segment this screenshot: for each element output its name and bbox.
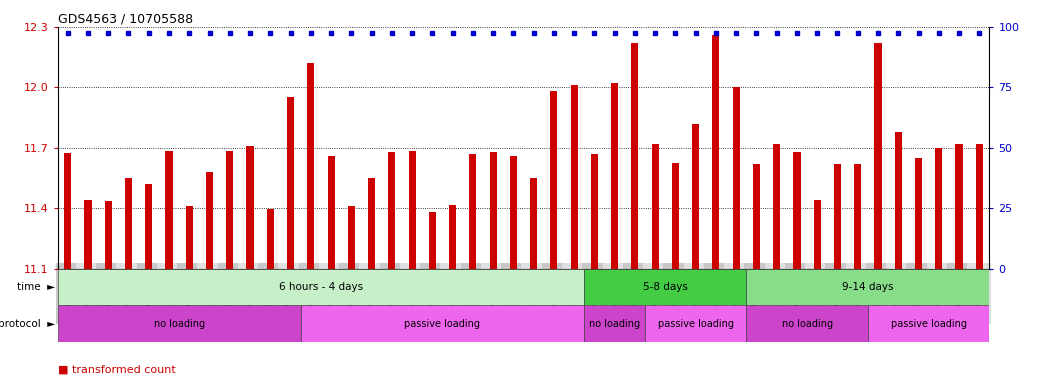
Bar <box>64 153 71 269</box>
Bar <box>773 144 780 269</box>
Bar <box>369 178 375 269</box>
Bar <box>551 91 557 269</box>
Bar <box>85 200 91 269</box>
Text: no loading: no loading <box>781 318 832 329</box>
Bar <box>429 212 436 269</box>
Text: protocol  ►: protocol ► <box>0 318 55 329</box>
Bar <box>747 305 868 342</box>
Bar <box>645 305 747 342</box>
Bar <box>794 152 801 269</box>
Text: time  ►: time ► <box>18 282 55 292</box>
Bar <box>692 124 699 269</box>
Bar <box>449 205 456 269</box>
Bar <box>584 305 645 342</box>
Bar <box>834 164 841 269</box>
Bar <box>753 164 760 269</box>
Bar <box>408 151 416 269</box>
Text: GDS4563 / 10705588: GDS4563 / 10705588 <box>58 13 193 26</box>
Text: ■ transformed count: ■ transformed count <box>58 365 175 375</box>
Bar <box>651 144 659 269</box>
Bar <box>287 98 294 269</box>
Bar <box>300 305 584 342</box>
Bar <box>105 201 112 269</box>
Bar <box>854 164 862 269</box>
Bar <box>712 35 719 269</box>
Bar <box>584 269 747 305</box>
Bar <box>206 172 213 269</box>
Bar <box>146 184 152 269</box>
Text: 6 hours - 4 days: 6 hours - 4 days <box>279 282 363 292</box>
Bar <box>868 305 989 342</box>
Text: no loading: no loading <box>154 318 205 329</box>
Bar <box>631 43 639 269</box>
Bar <box>874 43 882 269</box>
Bar <box>611 83 618 269</box>
Bar <box>747 269 989 305</box>
Text: passive loading: passive loading <box>658 318 734 329</box>
Bar <box>58 269 584 305</box>
Bar <box>956 144 962 269</box>
Bar <box>348 206 355 269</box>
Bar <box>510 156 517 269</box>
Text: passive loading: passive loading <box>891 318 966 329</box>
Bar <box>895 132 901 269</box>
Bar <box>915 158 922 269</box>
Bar <box>226 151 233 269</box>
Bar <box>672 163 678 269</box>
Bar <box>935 148 942 269</box>
Text: passive loading: passive loading <box>404 318 481 329</box>
Bar <box>388 152 396 269</box>
Bar <box>185 206 193 269</box>
Bar <box>530 178 537 269</box>
Text: 9-14 days: 9-14 days <box>842 282 894 292</box>
Bar <box>246 146 253 269</box>
Text: 5-8 days: 5-8 days <box>643 282 688 292</box>
Bar <box>591 154 598 269</box>
Bar <box>976 144 983 269</box>
Bar <box>267 209 274 269</box>
Text: no loading: no loading <box>589 318 640 329</box>
Bar <box>469 154 476 269</box>
Bar <box>328 156 335 269</box>
Bar <box>165 151 173 269</box>
Bar <box>571 85 578 269</box>
Bar <box>307 63 314 269</box>
Bar <box>814 200 821 269</box>
Bar <box>490 152 496 269</box>
Bar <box>58 305 300 342</box>
Bar <box>733 88 740 269</box>
Bar <box>125 178 132 269</box>
